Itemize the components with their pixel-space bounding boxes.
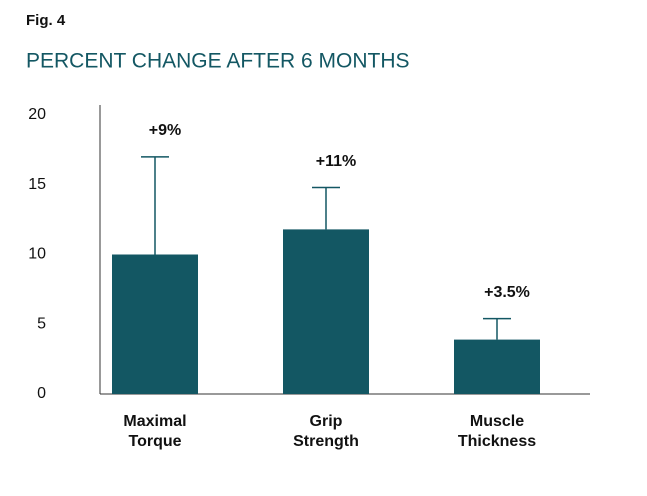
y-tick-label: 10 <box>28 246 46 263</box>
x-tick-label: Muscle Thickness <box>458 413 536 450</box>
figure-label: Fig. 4 <box>26 12 66 29</box>
x-tick-label-line: Muscle <box>470 413 524 430</box>
y-tick-label: 5 <box>37 315 46 332</box>
annotation: +11% <box>316 153 356 170</box>
x-tick-label-line: Maximal <box>123 413 186 430</box>
y-tick-label: 15 <box>28 176 46 193</box>
bar <box>112 254 198 394</box>
x-tick-label-line: Torque <box>128 433 181 450</box>
bar <box>454 339 540 394</box>
x-tick-label: Grip Strength <box>293 413 359 450</box>
x-tick-label-line: Grip <box>310 413 343 430</box>
annotation: +3.5% <box>484 284 530 301</box>
annotation: +9% <box>149 122 181 139</box>
x-tick-label: Maximal Torque <box>123 413 186 450</box>
x-tick-label-line: Thickness <box>458 433 536 450</box>
y-tick-label: 0 <box>37 385 46 402</box>
bar <box>283 229 369 394</box>
x-tick-label-line: Strength <box>293 433 359 450</box>
y-tick-label: 20 <box>28 106 46 123</box>
chart-title: PERCENT CHANGE AFTER 6 MONTHS <box>26 50 410 73</box>
